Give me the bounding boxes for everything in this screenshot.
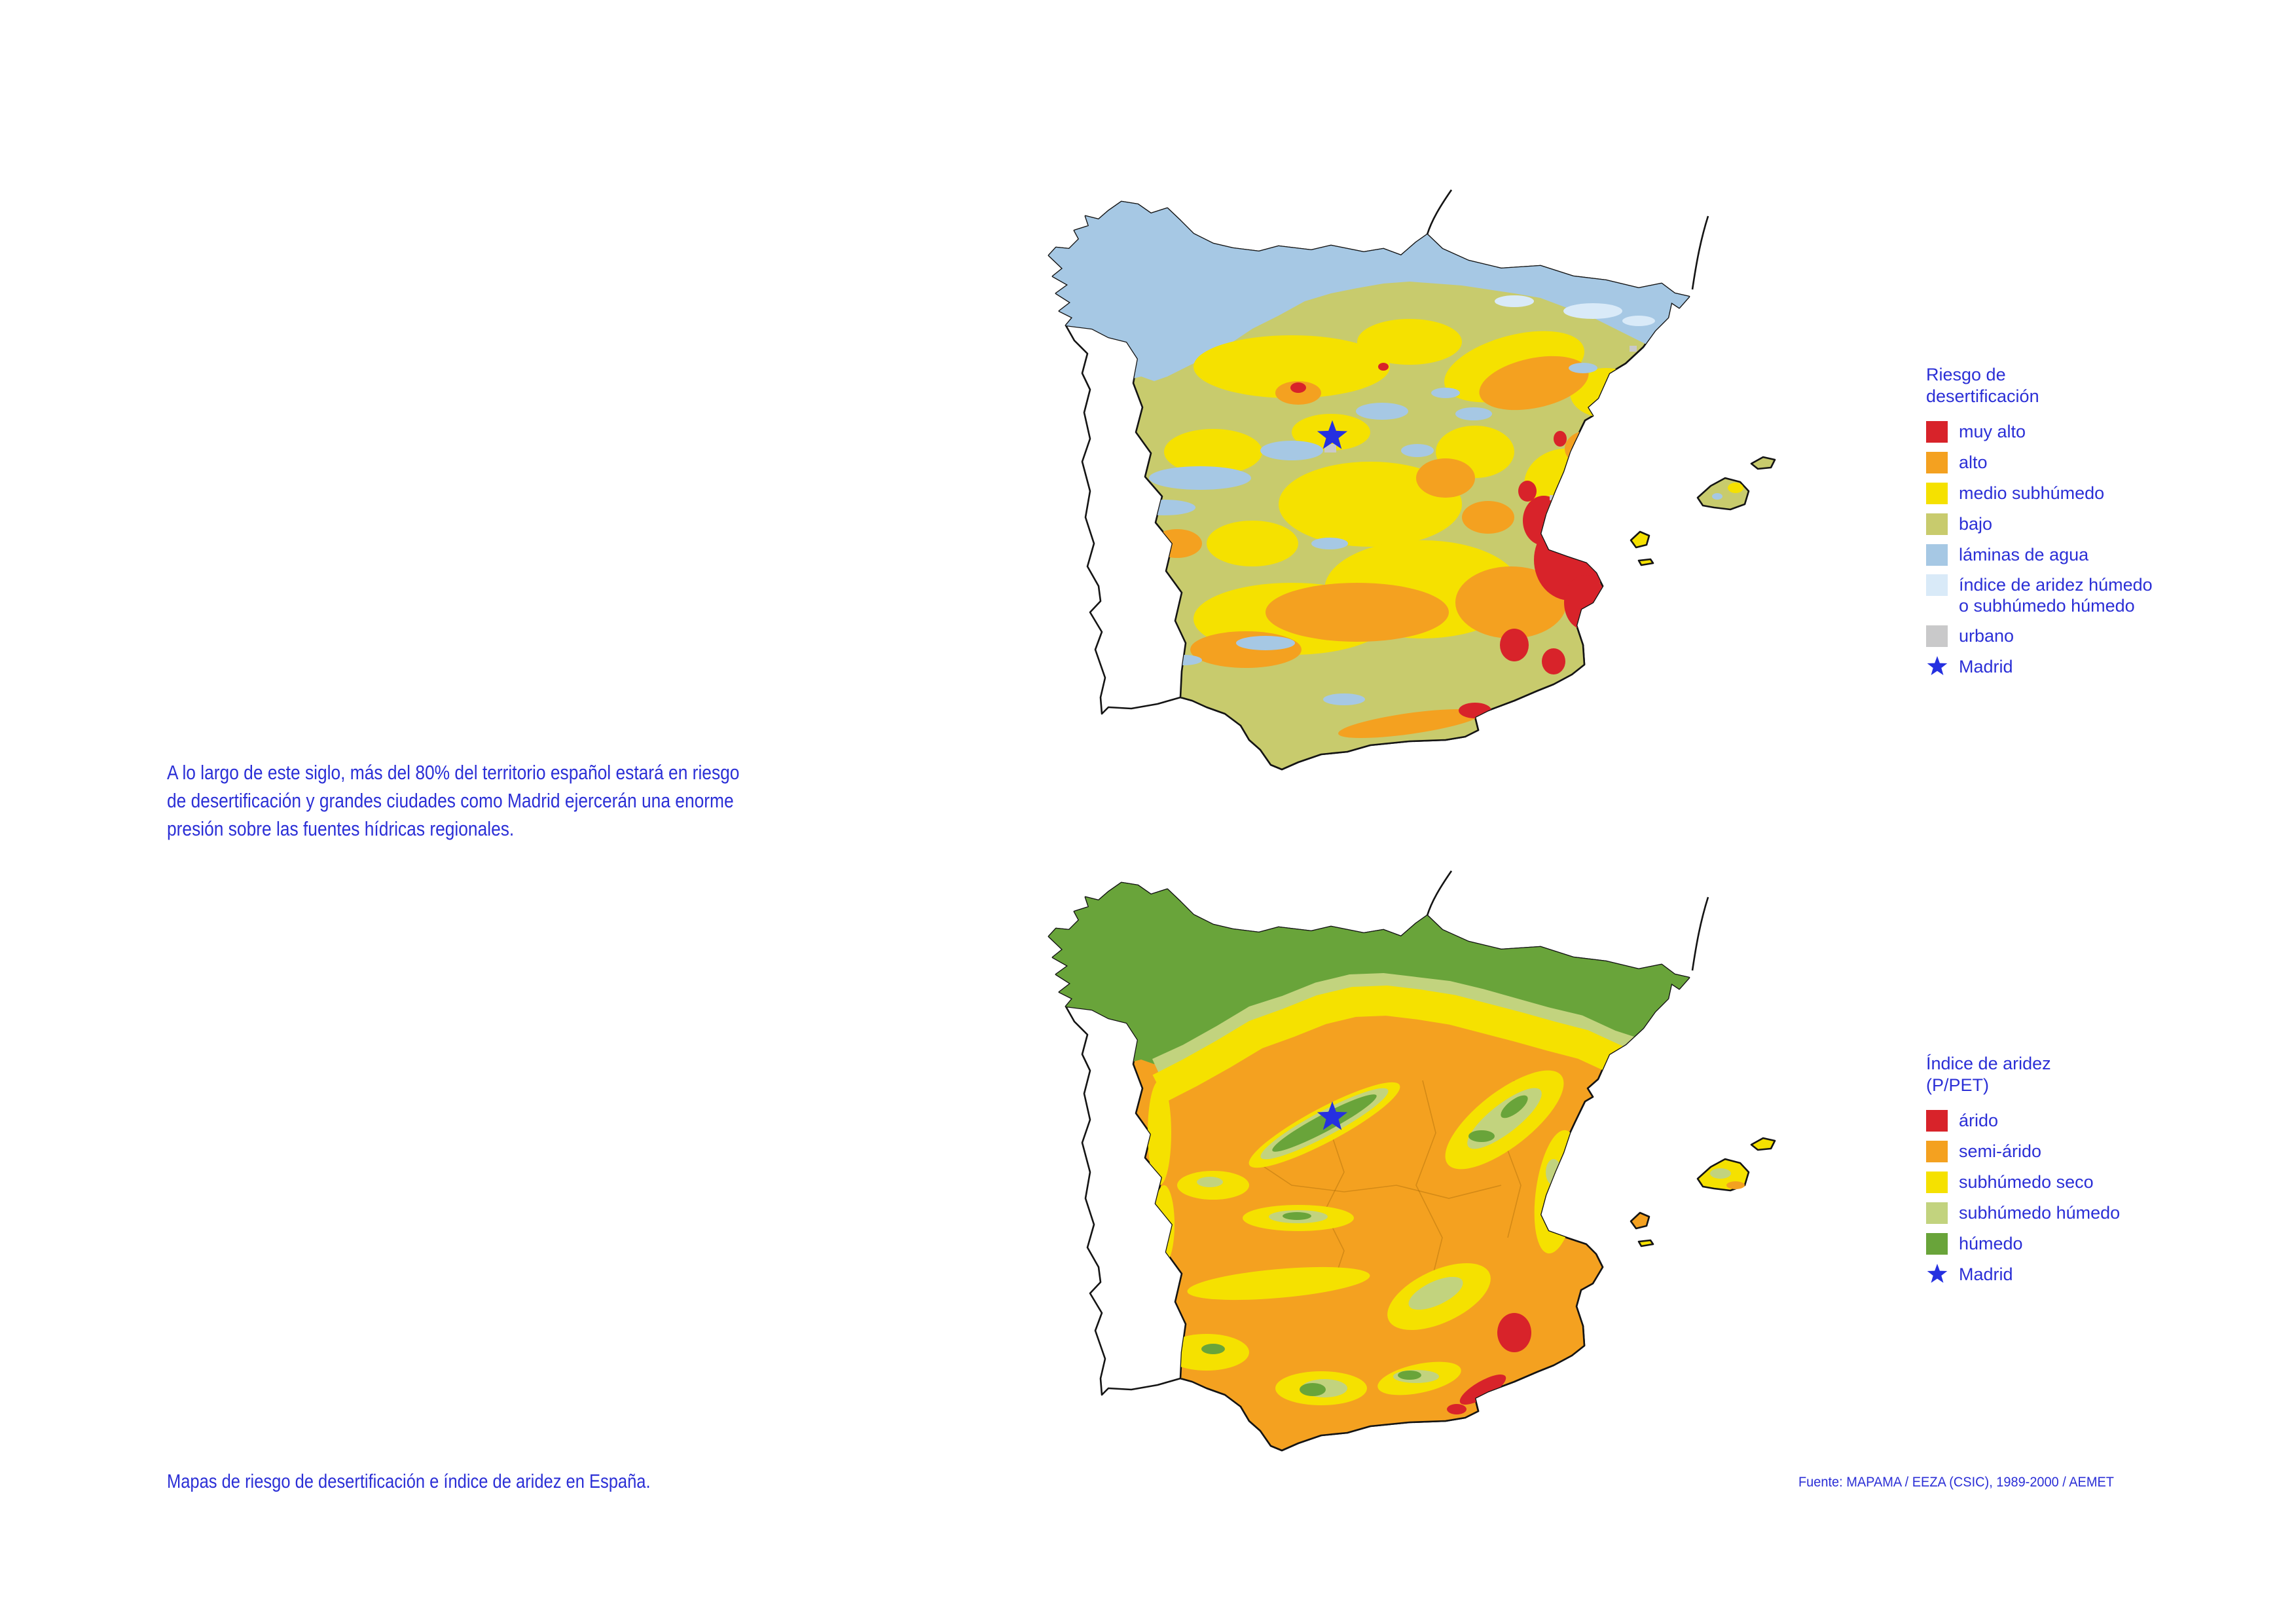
desertification-risk-legend: Riesgo de desertificación muy alto alto … bbox=[1926, 364, 2201, 686]
legend-item-label: Madrid bbox=[1959, 1264, 2013, 1284]
legend-item-madrid: Madrid bbox=[1926, 1263, 2201, 1285]
madrid-star-icon bbox=[1927, 1263, 1948, 1283]
laminas-de-agua-swatch bbox=[1926, 544, 1948, 566]
legend-item-alto: alto bbox=[1926, 451, 2201, 473]
legend-title: Riesgo de desertificación bbox=[1926, 365, 2039, 406]
semi-arido-swatch bbox=[1926, 1140, 1948, 1162]
desertification-risk-map bbox=[1017, 85, 1783, 805]
humid-mountain-zones bbox=[1201, 1094, 1528, 1396]
legend-item-indice-humedo: índice de aridez húmedo o subhúmedo húme… bbox=[1926, 574, 2201, 616]
aridity-index-map bbox=[1017, 766, 1783, 1486]
subhumid-humid-band bbox=[1152, 972, 1686, 1073]
bajo-swatch bbox=[1926, 513, 1948, 535]
urbano-swatch bbox=[1926, 625, 1948, 647]
legend-item-humedo: húmedo bbox=[1926, 1232, 2201, 1255]
legend-item-urbano: urbano bbox=[1926, 625, 2201, 647]
legend-item-label: subhúmedo seco bbox=[1959, 1172, 2094, 1192]
legend-item-label: medio subhúmedo bbox=[1959, 483, 2105, 503]
legend-item-semi-arido: semi-árido bbox=[1926, 1140, 2201, 1162]
legend-item-label: alto bbox=[1959, 452, 1988, 472]
humedo-swatch bbox=[1926, 1232, 1948, 1255]
legend-item-subhumedo-humedo: subhúmedo húmedo bbox=[1926, 1202, 2201, 1224]
madrid-star-icon bbox=[1927, 655, 1948, 676]
muy-alto-swatch bbox=[1926, 420, 1948, 443]
alto-swatch bbox=[1926, 451, 1948, 473]
balearic-islands bbox=[1630, 456, 1776, 566]
legend-item-medio-subhumedo: medio subhúmedo bbox=[1926, 482, 2201, 504]
legend-item-label: urbano bbox=[1959, 626, 2014, 646]
indice-humedo-swatch bbox=[1926, 574, 1948, 596]
intro-paragraph: A lo largo de este siglo, más del 80% de… bbox=[167, 761, 740, 840]
legend-item-label: húmedo bbox=[1959, 1234, 2023, 1253]
legend-item-laminas-de-agua: láminas de agua bbox=[1926, 544, 2201, 566]
water-bodies bbox=[1133, 363, 1597, 705]
arido-swatch bbox=[1926, 1109, 1948, 1132]
legend-item-subhumedo-seco: subhúmedo seco bbox=[1926, 1171, 2201, 1193]
legend-item-label: láminas de agua bbox=[1959, 545, 2089, 564]
legend-item-label: bajo bbox=[1959, 514, 1993, 534]
legend-item-label: árido bbox=[1959, 1111, 1999, 1130]
legend-item-label: semi-árido bbox=[1959, 1141, 2042, 1161]
legend-item-arido: árido bbox=[1926, 1109, 2201, 1132]
aridity-index-legend: Índice de aridez (P/PET) árido semi-árid… bbox=[1926, 1053, 2201, 1294]
legend-item-madrid: Madrid bbox=[1926, 655, 2201, 678]
humid-aridity-index-zones bbox=[1495, 295, 1655, 326]
legend-item-label: muy alto bbox=[1959, 422, 2026, 441]
subhumedo-seco-swatch bbox=[1926, 1171, 1948, 1193]
legend-item-bajo: bajo bbox=[1926, 513, 2201, 535]
balearic-islands bbox=[1630, 1137, 1776, 1247]
arid-zones bbox=[1447, 1313, 1531, 1414]
legend-item-muy-alto: muy alto bbox=[1926, 420, 2201, 443]
medio-subhumedo-swatch bbox=[1926, 482, 1948, 504]
legend-item-label: Madrid bbox=[1959, 657, 2013, 676]
source-credit: Fuente: MAPAMA / EEZA (CSIC), 1989-2000 … bbox=[1798, 1475, 2114, 1490]
legend-item-label: subhúmedo húmedo bbox=[1959, 1203, 2121, 1223]
legend-item-label: índice de aridez húmedo o subhúmedo húme… bbox=[1959, 575, 2153, 616]
legend-title: Índice de aridez (P/PET) bbox=[1926, 1054, 2051, 1095]
figure-caption: Mapas de riesgo de desertificación e índ… bbox=[167, 1471, 651, 1492]
subhumedo-humedo-swatch bbox=[1926, 1202, 1948, 1224]
